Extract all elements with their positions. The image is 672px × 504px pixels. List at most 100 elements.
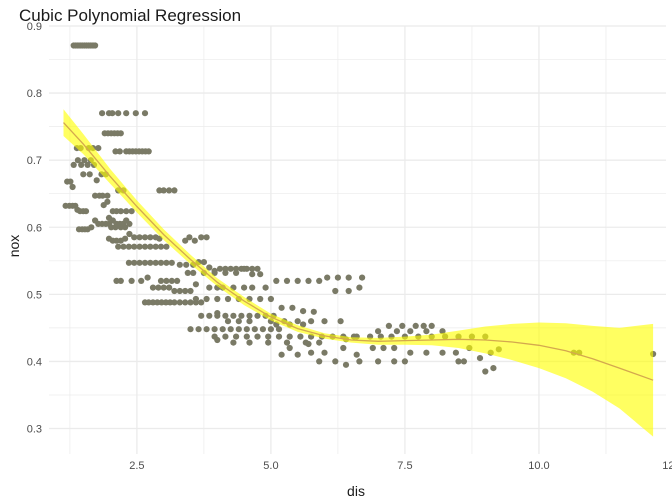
data-point [182, 287, 189, 295]
data-point [186, 234, 193, 241]
data-point [286, 333, 293, 340]
data-point [123, 208, 130, 215]
data-point [78, 161, 85, 168]
data-point [82, 208, 90, 215]
data-point [113, 277, 120, 284]
data-point [257, 271, 264, 278]
data-point [300, 308, 307, 315]
data-point [171, 187, 178, 194]
data-point [187, 299, 194, 306]
data-point [88, 224, 95, 231]
data-point [203, 234, 210, 241]
data-point [80, 171, 87, 178]
data-point [136, 234, 143, 241]
data-point [439, 328, 446, 335]
data-point [251, 326, 258, 333]
data-point [145, 148, 152, 155]
data-point [321, 318, 328, 325]
data-point [141, 110, 149, 117]
data-point [233, 333, 240, 340]
data-point [203, 326, 210, 333]
data-point [112, 148, 119, 155]
data-point [222, 333, 229, 340]
data-point [198, 299, 205, 306]
data-point [332, 287, 339, 295]
data-point [423, 328, 430, 335]
points-layer [62, 42, 657, 375]
data-point [149, 299, 157, 306]
data-point [375, 328, 382, 335]
data-point [176, 299, 183, 306]
data-point [439, 349, 446, 356]
data-point [235, 326, 242, 333]
data-point [249, 271, 256, 278]
data-point [104, 192, 111, 199]
data-point [369, 344, 376, 352]
data-point [166, 284, 173, 291]
data-point [132, 110, 139, 117]
chart-title: Cubic Polynomial Regression [19, 6, 241, 25]
data-point [192, 281, 199, 288]
data-point [104, 198, 111, 205]
data-point [183, 261, 190, 268]
data-point [262, 284, 269, 291]
data-point [81, 157, 88, 164]
data-point [241, 265, 248, 272]
data-point [128, 277, 135, 284]
data-point [192, 295, 199, 303]
data-point [391, 344, 398, 352]
data-point [117, 224, 124, 231]
data-point [93, 177, 100, 184]
tick-labels: 2.5 5.0 7.5 10.0 12.5 0.3 0.4 0.5 0.6 0.7 0.8 0.9 [27, 21, 672, 472]
data-point [206, 264, 213, 271]
data-point [184, 269, 191, 276]
data-point [407, 349, 414, 356]
data-point [246, 318, 253, 325]
data-point [324, 274, 331, 281]
data-point [174, 277, 181, 284]
data-point [297, 333, 304, 340]
data-point [423, 349, 430, 356]
data-point [120, 243, 127, 250]
data-point [145, 299, 152, 306]
data-point [308, 318, 315, 325]
data-point [144, 274, 151, 281]
data-point [375, 358, 382, 365]
data-point [109, 110, 116, 117]
data-point [246, 339, 253, 346]
data-point [131, 243, 138, 250]
data-point [230, 312, 237, 319]
data-point [246, 312, 253, 319]
data-point [113, 237, 120, 244]
data-point [249, 265, 256, 272]
data-point [122, 224, 129, 231]
data-point [227, 265, 234, 272]
data-point [267, 295, 274, 303]
data-point [126, 220, 133, 227]
data-point [182, 299, 189, 306]
data-point [275, 326, 283, 333]
data-point [216, 265, 224, 272]
data-point [222, 269, 229, 276]
data-point [238, 312, 245, 319]
x-axis-title: dis [347, 483, 365, 499]
data-point [211, 326, 218, 333]
data-point [340, 344, 347, 352]
data-point [334, 274, 341, 281]
data-point [401, 358, 408, 365]
data-point [300, 321, 307, 328]
data-point [95, 145, 102, 152]
data-point [155, 284, 162, 291]
data-point [482, 368, 489, 375]
fit-line-layer [63, 109, 654, 437]
data-point [222, 312, 229, 319]
data-point [191, 237, 198, 244]
data-point [147, 243, 154, 250]
x-tick-label: 7.5 [397, 460, 412, 472]
data-point [84, 161, 91, 168]
data-point [211, 269, 218, 276]
data-point [337, 318, 344, 325]
y-tick-label: 0.7 [27, 155, 42, 167]
data-point [115, 110, 122, 117]
x-tick-label: 5.0 [263, 460, 278, 472]
